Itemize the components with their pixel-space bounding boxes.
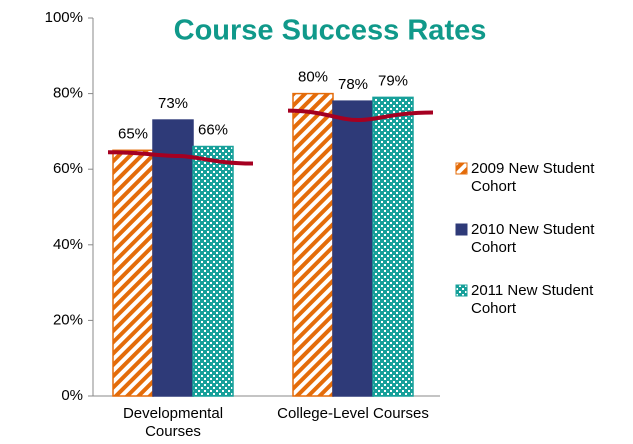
x-tick-label: College-Level Courses — [277, 405, 429, 422]
data-label: 66% — [198, 121, 228, 138]
reference-line — [287, 108, 434, 123]
data-label: 78% — [338, 76, 368, 93]
reference-line — [107, 150, 254, 166]
bar — [332, 100, 374, 397]
chart-title: Course Success Rates — [174, 15, 487, 47]
data-label: 80% — [298, 69, 328, 86]
bar — [152, 119, 194, 397]
data-label: 79% — [378, 72, 408, 89]
data-label: 73% — [158, 95, 188, 112]
legend-swatch — [455, 162, 468, 175]
bar — [112, 149, 154, 397]
bar — [292, 92, 334, 397]
legend-swatch — [455, 223, 468, 236]
y-tick-label: 100% — [45, 9, 83, 26]
data-label: 65% — [118, 125, 148, 142]
legend-label: 2011 New Student Cohort — [471, 282, 594, 317]
x-tick-label: Developmental Courses — [122, 405, 224, 440]
legend-swatch — [455, 284, 468, 297]
y-tick-label: 20% — [53, 311, 83, 328]
bar — [192, 145, 234, 397]
legend-label: 2009 New Student Cohort — [471, 160, 595, 195]
bar — [372, 96, 414, 397]
legend-label: 2010 New Student Cohort — [471, 221, 595, 256]
y-tick-label: 60% — [53, 160, 83, 177]
y-tick-label: 40% — [53, 236, 83, 253]
y-tick-label: 80% — [53, 85, 83, 102]
y-tick-label: 0% — [61, 387, 83, 404]
